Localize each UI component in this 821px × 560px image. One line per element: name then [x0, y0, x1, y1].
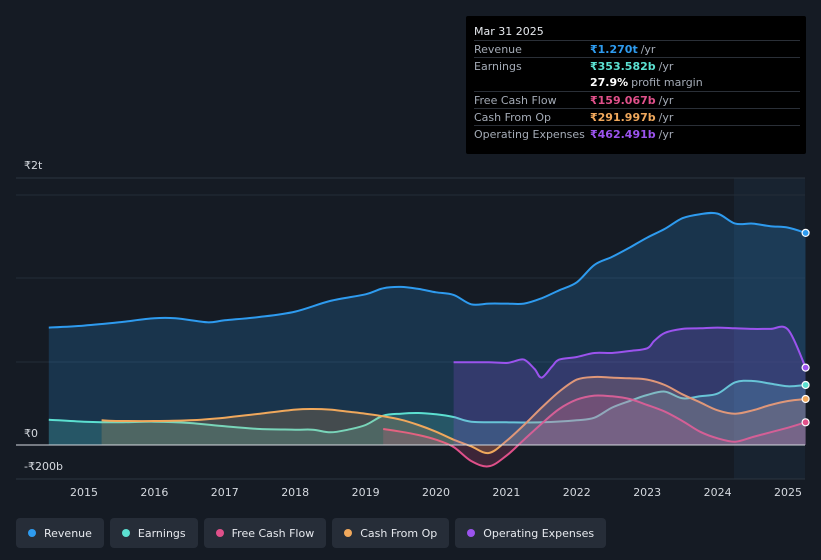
tooltip-label: Revenue: [474, 43, 522, 56]
y-label-bottom: -₹200b: [24, 460, 63, 473]
tooltip-value: 27.9%: [590, 76, 629, 89]
end-point-earnings: [801, 380, 810, 390]
series-area-revenue: [48, 212, 806, 445]
series-area-free-cash-flow: [383, 395, 806, 467]
legend-label: Free Cash Flow: [231, 526, 315, 540]
tooltip-value: ₹291.997b: [590, 111, 656, 124]
x-axis-ticks: 2015 2016 2017 2018 2019 2020 2021 2022 2023 2024…: [70, 486, 802, 499]
tooltip-label: Earnings: [474, 60, 522, 73]
x-tick-label: 2015: [70, 486, 98, 499]
tooltip-row-margin: 27.9% profit margin: [474, 74, 800, 91]
x-tick-label: 2021: [492, 486, 520, 499]
series-line-free-cash-flow: [383, 394, 806, 468]
tooltip: Mar 31 2025 Revenue ₹1.270t /yr Earnings…: [466, 16, 806, 154]
series-line-cash-from-op: [101, 375, 806, 455]
y-label-zero: ₹0: [24, 427, 38, 440]
legend-dot-icon: [467, 529, 476, 537]
tooltip-unit: /yr: [658, 94, 674, 107]
x-tick-label: 2020: [422, 486, 450, 499]
tooltip-unit: /yr: [658, 111, 674, 124]
tooltip-row-opex: Operating Expenses ₹462.491b /yr: [474, 125, 800, 143]
legend-free-cash-flow[interactable]: Free Cash Flow: [203, 518, 327, 548]
legend-label: Revenue: [44, 526, 92, 540]
end-point-revenue: [801, 228, 810, 237]
series-line-operating-expenses: [453, 325, 807, 379]
x-tick-label: 2025: [774, 486, 802, 499]
tooltip-date: Mar 31 2025: [474, 25, 544, 38]
series-area-cash-from-op: [101, 376, 806, 454]
tooltip-unit: /yr: [658, 128, 674, 141]
tooltip-value: ₹353.582b: [590, 60, 656, 73]
tooltip-row-fcf: Free Cash Flow ₹159.067b /yr: [474, 91, 800, 109]
tooltip-row-cfo: Cash From Op ₹291.997b /yr: [474, 108, 800, 126]
tooltip-value: ₹159.067b: [590, 94, 656, 107]
end-point-operating-expenses: [801, 363, 810, 372]
legend-revenue[interactable]: Revenue: [16, 518, 104, 548]
series-area-earnings: [48, 380, 806, 445]
tooltip-value: ₹462.491b: [590, 128, 656, 141]
tooltip-unit: /yr: [658, 60, 674, 73]
legend-earnings[interactable]: Earnings: [109, 518, 198, 548]
legend-dot-icon: [121, 529, 130, 537]
x-tick-label: 2016: [140, 486, 168, 499]
x-tick-label: 2023: [633, 486, 661, 499]
tooltip-row-revenue: Revenue ₹1.270t /yr: [474, 40, 800, 58]
end-point-cash-from-op: [801, 394, 810, 404]
legend-operating-expenses[interactable]: Operating Expenses: [455, 518, 607, 548]
series-line-revenue: [48, 211, 806, 329]
legend-dot-icon: [215, 529, 224, 537]
end-point-free-cash-flow: [801, 418, 810, 427]
tooltip-label: Free Cash Flow: [474, 94, 557, 107]
legend-dot-icon: [28, 529, 36, 537]
legend-label: Cash From Op: [360, 526, 438, 540]
x-tick-label: 2018: [281, 486, 309, 499]
legend-dot-icon: [344, 529, 353, 537]
series-line-earnings: [48, 379, 806, 434]
tooltip-unit: /yr: [640, 43, 656, 56]
legend-label: Earnings: [137, 526, 186, 540]
x-tick-label: 2024: [704, 486, 732, 499]
end-dots: [801, 228, 810, 427]
x-tick-label: 2017: [211, 486, 239, 499]
tooltip-value: ₹1.270t: [590, 43, 638, 56]
y-label-top: ₹2t: [24, 159, 43, 172]
legend: Revenue Earnings Free Cash Flow Cash Fro…: [16, 518, 607, 548]
tooltip-label: Operating Expenses: [474, 128, 585, 141]
x-tick-label: 2019: [352, 486, 380, 499]
tooltip-row-earnings: Earnings ₹353.582b /yr: [474, 57, 800, 75]
x-tick-label: 2022: [563, 486, 591, 499]
tooltip-label: Cash From Op: [474, 111, 552, 124]
legend-label: Operating Expenses: [483, 526, 595, 540]
tooltip-unit: profit margin: [631, 76, 703, 89]
series-layer: [48, 211, 807, 468]
series-area-operating-expenses: [453, 326, 806, 445]
legend-cash-from-op[interactable]: Cash From Op: [332, 518, 450, 548]
